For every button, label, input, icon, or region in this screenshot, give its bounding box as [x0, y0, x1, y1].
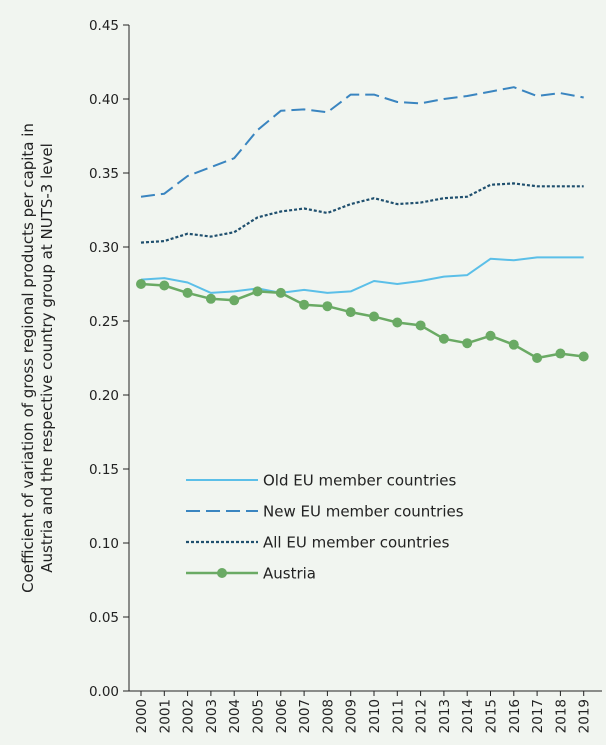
legend: Old EU member countries New EU member cou… [186, 472, 464, 583]
x-tick-label: 2013 [437, 699, 453, 733]
data-point [136, 279, 146, 289]
x-tick-label: 2016 [507, 699, 523, 733]
y-tick-label: 0.05 [89, 610, 119, 626]
data-point [415, 320, 426, 331]
series-lines [136, 86, 589, 363]
data-point [252, 286, 263, 297]
x-tick-label: 2006 [274, 699, 290, 733]
series-line-new-eu-member-countries [140, 86, 584, 198]
y-tick-label: 0.30 [89, 240, 119, 256]
data-point [532, 353, 543, 363]
data-point [369, 311, 379, 322]
legend-label: Old EU member countries [263, 472, 457, 490]
x-tick-label: 2007 [297, 699, 313, 733]
data-point [229, 295, 240, 306]
legend-label: Austria [263, 565, 316, 583]
data-point [508, 339, 519, 350]
data-point [462, 338, 473, 349]
x-axis-ticks: 2000 2001 2002 2003 2004 2005 2006 2007 2008 2009… [134, 691, 593, 733]
y-tick-label: 0.20 [89, 388, 119, 404]
legend-marker [217, 568, 227, 578]
legend-label: New EU member countries [263, 503, 464, 521]
x-tick-label: 2003 [204, 699, 220, 733]
data-point [322, 301, 333, 312]
data-point [345, 307, 356, 318]
data-point [392, 317, 403, 328]
y-tick-label: 0.25 [89, 314, 119, 330]
legend-label: All EU member countries [263, 534, 450, 552]
x-tick-label: 2001 [157, 699, 173, 733]
data-point [159, 280, 170, 291]
y-tick-label: 0.40 [89, 92, 119, 108]
data-point [182, 287, 193, 298]
x-tick-label: 2011 [390, 699, 406, 733]
data-point [438, 333, 449, 344]
y-axis-ticks: 0.00 0.05 0.10 0.15 0.20 0.25 0.30 0.35 0.40 0.45 [89, 18, 129, 700]
y-tick-label: 0.10 [89, 536, 119, 552]
x-tick-label: 2014 [460, 699, 476, 733]
y-axis-title: Coefficient of variation of gross region… [19, 123, 56, 593]
x-tick-label: 2002 [181, 699, 197, 733]
data-point [578, 351, 589, 362]
y-axis-title-line: Coefficient of variation of gross region… [19, 123, 37, 593]
x-tick-label: 2018 [553, 699, 569, 733]
x-tick-label: 2017 [530, 699, 546, 733]
data-point [485, 330, 496, 341]
series-line-old-eu-member-countries [140, 256, 584, 294]
x-tick-label: 2004 [227, 699, 243, 733]
series-line-all-eu-member-countries [140, 182, 584, 244]
x-tick-label: 2009 [344, 699, 360, 733]
y-tick-label: 0.45 [89, 18, 119, 34]
data-point [299, 299, 310, 310]
x-tick-label: 2012 [414, 699, 430, 733]
x-tick-label: 2019 [577, 699, 593, 733]
data-point [275, 287, 286, 298]
x-tick-label: 2000 [134, 699, 150, 733]
x-tick-label: 2008 [320, 699, 336, 733]
data-point [555, 348, 566, 359]
x-tick-label: 2015 [484, 699, 500, 733]
y-axis-title-line: Austria and the respective country group… [38, 143, 56, 573]
y-tick-label: 0.35 [89, 166, 119, 182]
data-point [205, 293, 216, 304]
y-tick-label: 0.00 [89, 684, 119, 700]
x-tick-label: 2005 [251, 699, 267, 733]
y-tick-label: 0.15 [89, 462, 119, 478]
x-tick-label: 2010 [367, 699, 383, 733]
